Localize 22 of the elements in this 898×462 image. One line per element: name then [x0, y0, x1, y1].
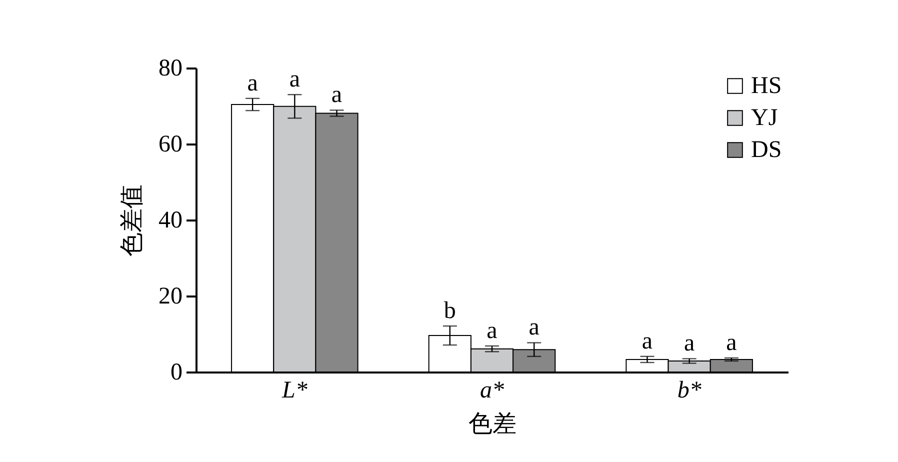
- data-label: a: [247, 70, 258, 96]
- data-label: a: [289, 66, 300, 93]
- legend-label: HS: [751, 73, 782, 99]
- data-label: a: [684, 330, 696, 357]
- data-label: a: [331, 82, 342, 108]
- x-tick-label: a*: [480, 378, 504, 404]
- data-label: a: [486, 318, 498, 344]
- y-tick-label: 0: [170, 360, 182, 386]
- data-label: a: [642, 328, 653, 354]
- y-tick-label: 20: [158, 284, 182, 310]
- data-label: a: [726, 330, 738, 356]
- x-axis-title: 色差: [468, 412, 516, 438]
- y-axis-title: 色差值: [120, 184, 146, 256]
- y-tick-label: 60: [158, 132, 182, 158]
- x-tick-label: b*: [677, 378, 702, 404]
- data-label: a: [528, 314, 540, 341]
- y-tick-label: 40: [158, 208, 182, 234]
- legend-label: YJ: [751, 105, 778, 131]
- x-tick-label: L*: [280, 378, 308, 404]
- data-label: b: [444, 298, 456, 324]
- legend-label: DS: [751, 137, 782, 163]
- y-tick-label: 80: [158, 56, 182, 82]
